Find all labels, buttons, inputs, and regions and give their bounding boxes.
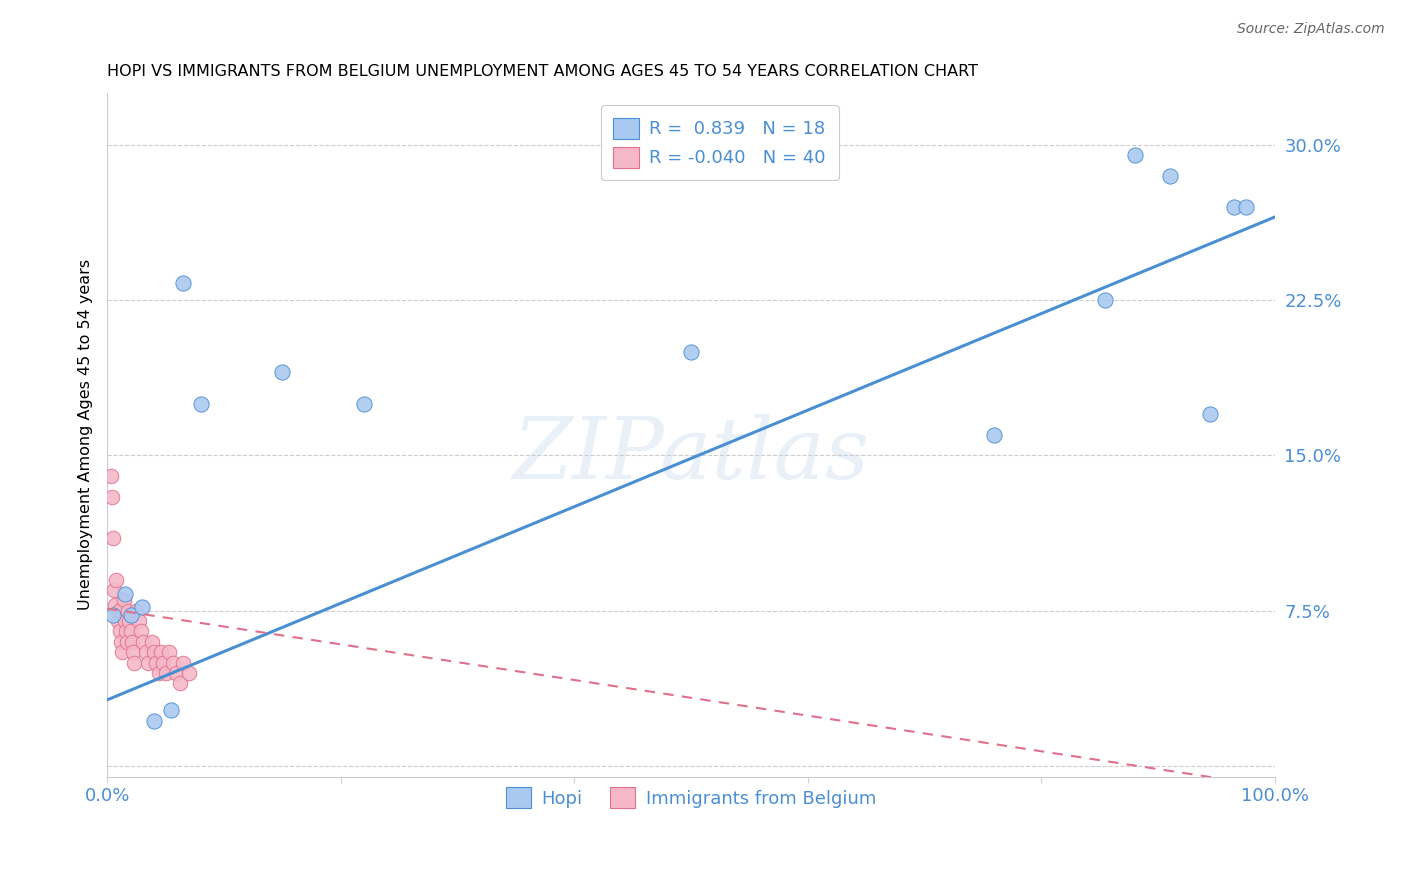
Point xyxy=(135,645,157,659)
Point xyxy=(155,665,177,680)
Text: ZIPatlas: ZIPatlas xyxy=(512,414,869,497)
Point xyxy=(157,645,180,659)
Point xyxy=(1223,200,1246,214)
Point xyxy=(132,635,155,649)
Point xyxy=(149,645,172,659)
Point xyxy=(117,604,139,618)
Point xyxy=(142,714,165,728)
Point xyxy=(121,635,143,649)
Point xyxy=(120,607,142,622)
Point xyxy=(679,344,702,359)
Point xyxy=(120,624,142,639)
Point xyxy=(110,635,132,649)
Point xyxy=(111,645,134,659)
Point xyxy=(1159,169,1181,183)
Point xyxy=(172,277,194,291)
Point xyxy=(142,645,165,659)
Point xyxy=(1094,293,1116,307)
Point xyxy=(177,665,200,680)
Point xyxy=(152,656,174,670)
Point xyxy=(100,469,122,483)
Point xyxy=(353,396,375,410)
Legend: Hopi, Immigrants from Belgium: Hopi, Immigrants from Belgium xyxy=(495,776,887,819)
Point xyxy=(129,624,152,639)
Point xyxy=(1123,148,1146,162)
Point xyxy=(169,676,191,690)
Point xyxy=(105,573,128,587)
Point xyxy=(271,366,294,380)
Point xyxy=(131,599,153,614)
Point xyxy=(1199,407,1222,421)
Point xyxy=(1234,200,1257,214)
Text: HOPI VS IMMIGRANTS FROM BELGIUM UNEMPLOYMENT AMONG AGES 45 TO 54 YEARS CORRELATI: HOPI VS IMMIGRANTS FROM BELGIUM UNEMPLOY… xyxy=(107,64,979,79)
Point xyxy=(104,598,127,612)
Point xyxy=(108,624,131,639)
Point xyxy=(115,624,138,639)
Point xyxy=(160,703,183,717)
Point xyxy=(983,427,1005,442)
Text: Source: ZipAtlas.com: Source: ZipAtlas.com xyxy=(1237,22,1385,37)
Point xyxy=(114,614,136,628)
Point xyxy=(121,645,143,659)
Point xyxy=(108,604,131,618)
Point xyxy=(172,656,194,670)
Point xyxy=(107,614,129,628)
Point xyxy=(115,635,138,649)
Point xyxy=(101,490,124,504)
Point xyxy=(141,635,163,649)
Point xyxy=(165,665,187,680)
Point xyxy=(118,614,141,628)
Point xyxy=(128,614,150,628)
Point xyxy=(125,604,148,618)
Y-axis label: Unemployment Among Ages 45 to 54 years: Unemployment Among Ages 45 to 54 years xyxy=(79,259,93,610)
Point xyxy=(148,665,170,680)
Point xyxy=(145,656,167,670)
Point xyxy=(101,607,124,622)
Point xyxy=(162,656,184,670)
Point xyxy=(136,656,159,670)
Point xyxy=(122,656,145,670)
Point xyxy=(190,396,212,410)
Point xyxy=(114,587,136,601)
Point xyxy=(112,593,135,607)
Point xyxy=(101,531,124,545)
Point xyxy=(103,582,125,597)
